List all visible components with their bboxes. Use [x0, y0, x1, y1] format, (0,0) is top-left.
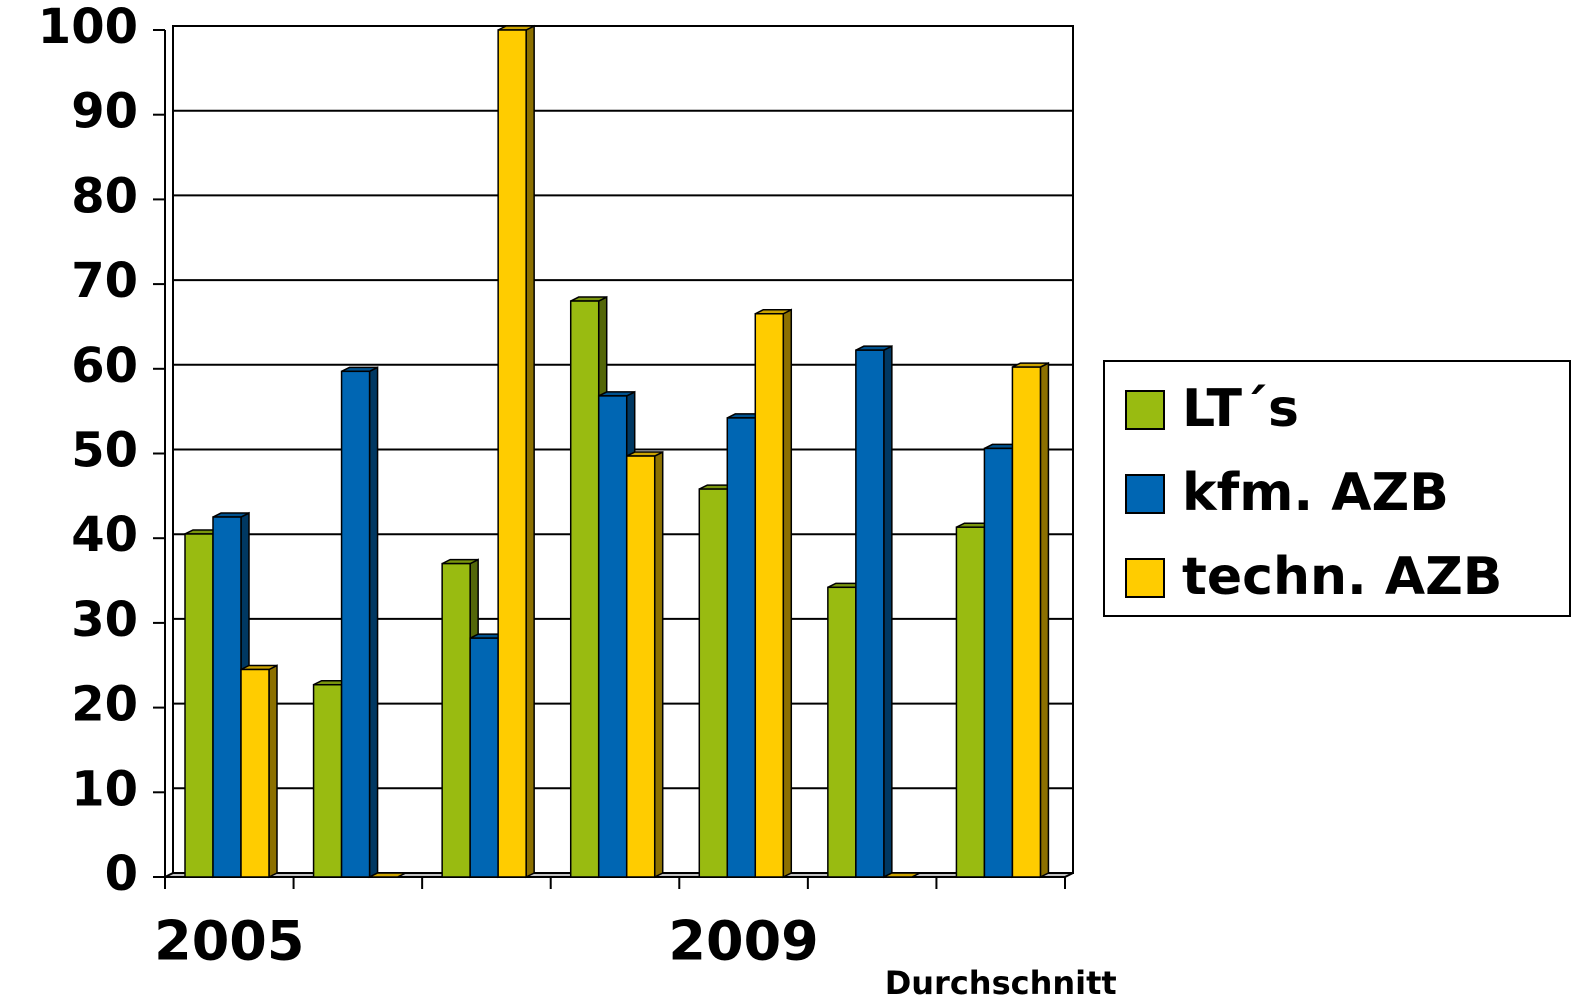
bar: [497, 24, 535, 879]
bar-front: [340, 370, 371, 878]
x-tick-label: 2005: [154, 910, 304, 973]
bar: [754, 308, 793, 879]
legend-label: kfm. AZB: [1182, 463, 1449, 523]
bar-front: [597, 395, 628, 878]
bar-front: [240, 668, 270, 878]
bar-side: [883, 344, 893, 879]
bar-front: [726, 417, 757, 878]
y-tick-label: 90: [71, 84, 138, 140]
bar: [240, 664, 278, 879]
bar-front: [184, 533, 214, 878]
bar: [1011, 361, 1050, 879]
bar-front: [497, 29, 527, 878]
x-tick-label: Durchschnitt: [885, 964, 1117, 1002]
y-tick-label: 70: [71, 253, 138, 309]
y-tick-label: 60: [71, 338, 138, 394]
bar-front: [698, 488, 729, 878]
bar-front: [625, 455, 656, 878]
bar-front: [212, 516, 242, 878]
bar-top: [883, 872, 921, 878]
y-tick-label: 10: [71, 761, 138, 817]
x-tick-label: 2009: [668, 910, 818, 973]
bar-side: [653, 450, 664, 879]
bar-front: [1011, 366, 1042, 878]
bar-side: [368, 366, 379, 879]
bar: [883, 872, 921, 878]
legend-label: LT´s: [1182, 379, 1299, 439]
bar-side: [525, 24, 535, 879]
bar-front: [955, 526, 986, 878]
bar-front: [312, 683, 343, 878]
bar-front: [855, 349, 885, 878]
bar-side: [1039, 361, 1050, 879]
bar: [340, 366, 379, 879]
legend-swatch: [1125, 558, 1165, 598]
bar-front: [469, 637, 499, 878]
bar-front: [569, 300, 600, 878]
y-tick-label: 100: [38, 0, 138, 55]
bar-front: [754, 312, 785, 878]
legend-swatch: [1125, 474, 1165, 514]
bar: [369, 872, 406, 878]
bar-front: [827, 586, 857, 878]
bar-front: [441, 562, 471, 878]
legend-swatch: [1125, 390, 1165, 430]
bar-side: [782, 308, 793, 879]
bar-top: [369, 872, 406, 878]
bar-side: [268, 664, 278, 879]
y-tick-label: 40: [71, 507, 138, 563]
y-tick-label: 30: [71, 592, 138, 648]
legend-box: [1103, 360, 1571, 617]
bar-front: [983, 447, 1014, 878]
y-tick-label: 80: [71, 168, 138, 224]
bar: [625, 450, 664, 879]
y-tick-label: 0: [105, 846, 138, 902]
legend-label: techn. AZB: [1182, 547, 1502, 607]
y-tick-label: 20: [71, 677, 138, 733]
bar: [855, 344, 893, 879]
y-tick-label: 50: [71, 423, 138, 479]
